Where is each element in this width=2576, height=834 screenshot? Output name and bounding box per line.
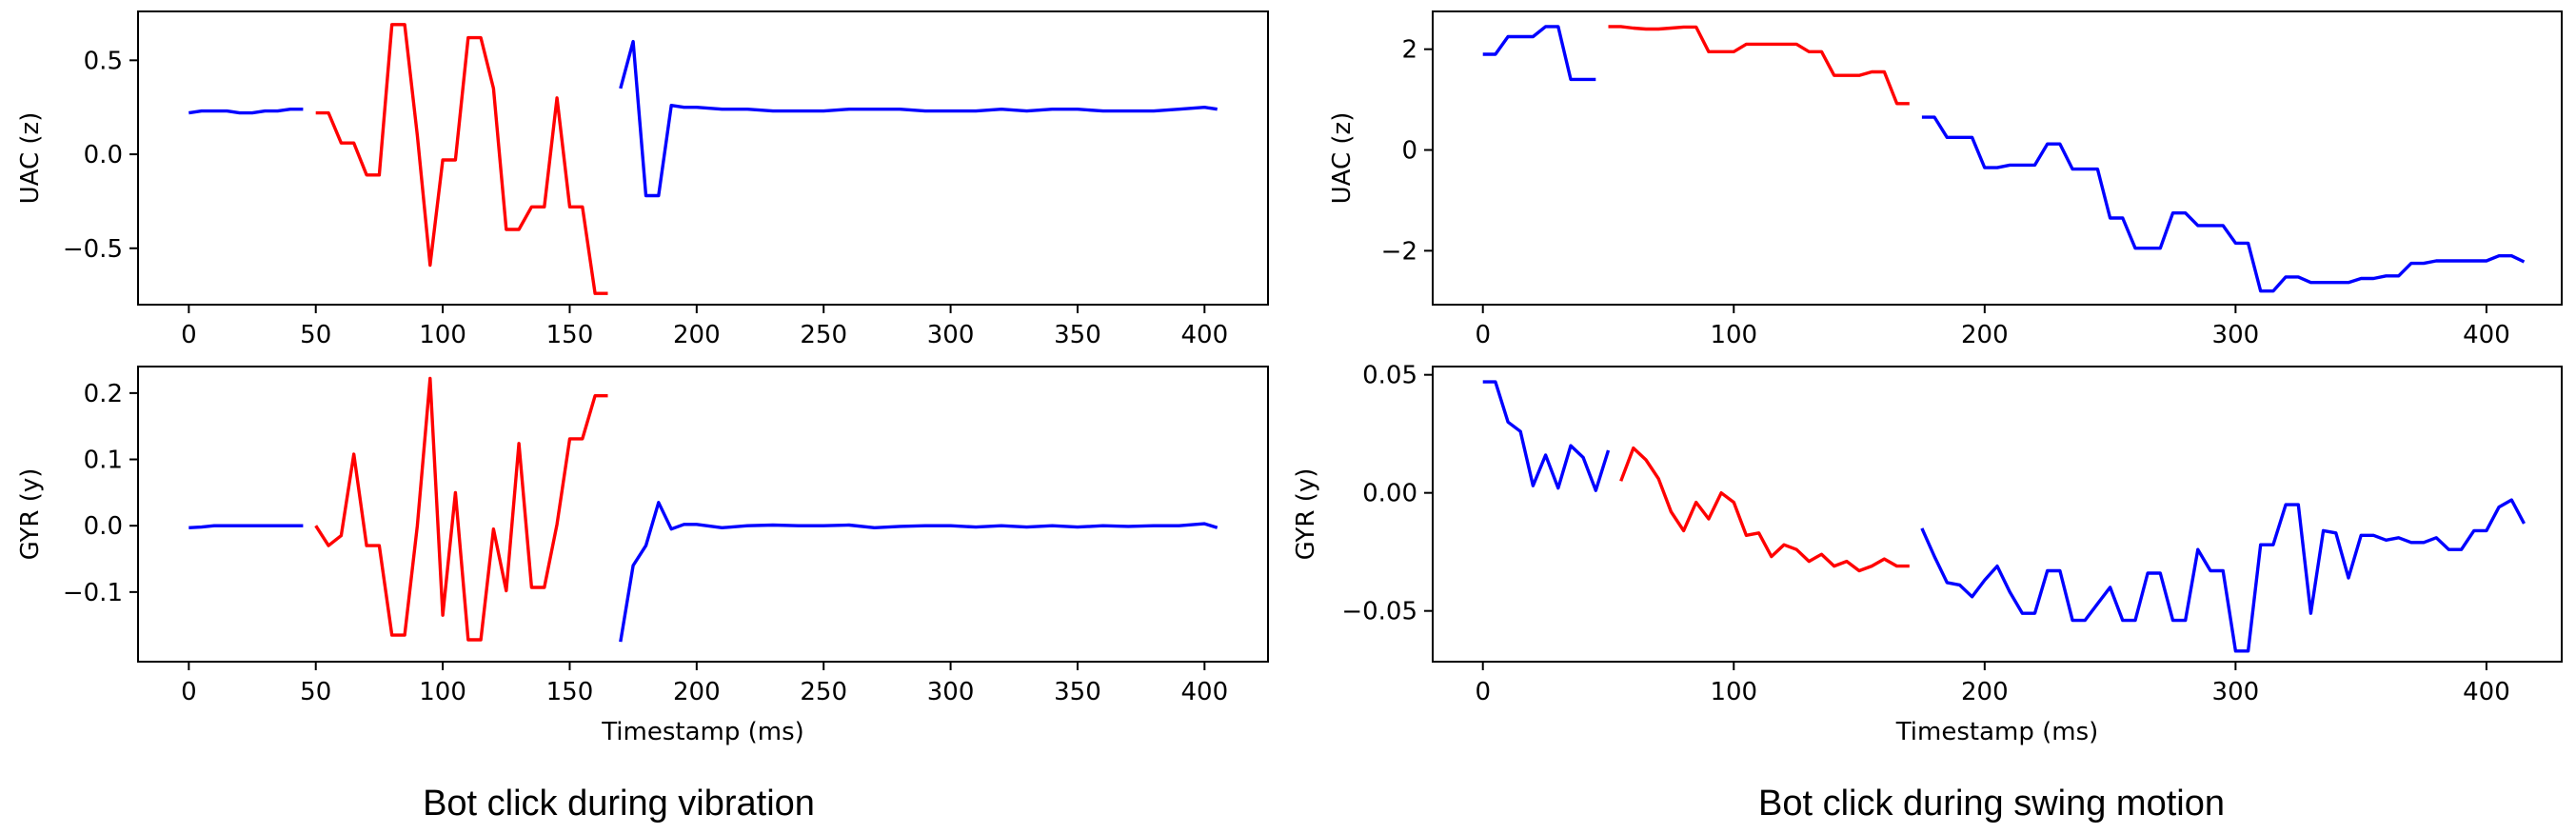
caption-swing: Bot click during swing motion bbox=[1758, 784, 2225, 824]
panel-vibration-gyr: 0 50 100 150 200 250 300 350 400 −0.1 0.0 0.1 0.2 GYR… bbox=[16, 366, 1269, 746]
y-tick-label: 0.0 bbox=[84, 512, 123, 541]
y-tick-label: −2 bbox=[1381, 237, 1417, 266]
y-axis-label: GYR (y) bbox=[1292, 468, 1320, 561]
x-tick-label: 350 bbox=[1054, 678, 1101, 706]
caption-vibration: Bot click during vibration bbox=[423, 784, 815, 824]
y-tick-label: 0.0 bbox=[84, 141, 123, 169]
series-line-normal-3 bbox=[619, 39, 1218, 198]
x-tick-label: 400 bbox=[1180, 678, 1228, 706]
series-line-normal-3 bbox=[619, 501, 1219, 643]
y-tick-label: −0.05 bbox=[1341, 598, 1417, 626]
panel-vibration-uac: 0 50 100 150 200 250 300 350 400 −0.5 0.0 0.5 UAC (z… bbox=[16, 10, 1269, 349]
panel-swing-uac: 0 100 200 300 400 −2 0 2 UAC (z) bbox=[1328, 10, 2563, 349]
x-tick-label: 0 bbox=[1475, 321, 1491, 349]
x-tick-label: 100 bbox=[1710, 678, 1757, 706]
axes-frame bbox=[137, 366, 1269, 663]
x-tick-label: 100 bbox=[419, 678, 466, 706]
x-tick-label: 50 bbox=[300, 321, 331, 349]
y-tick-label: 2 bbox=[1401, 36, 1417, 65]
x-tick-label: 0 bbox=[181, 678, 197, 706]
x-axis-label: Timestamp (ms) bbox=[601, 718, 804, 746]
y-tick-label: 0 bbox=[1401, 137, 1417, 166]
y-tick-label: 0.2 bbox=[84, 380, 123, 408]
y-tick-label: 0.5 bbox=[84, 47, 123, 75]
y-axis-label: GYR (y) bbox=[16, 468, 45, 561]
axes-frame bbox=[1432, 10, 2563, 306]
x-tick-label: 250 bbox=[800, 321, 847, 349]
x-tick-label: 200 bbox=[1961, 678, 2009, 706]
series-line-normal-3 bbox=[1920, 498, 2526, 653]
x-tick-label: 150 bbox=[546, 678, 594, 706]
x-tick-label: 400 bbox=[2463, 678, 2510, 706]
series-line-normal-1 bbox=[188, 524, 304, 529]
x-tick-label: 100 bbox=[1710, 321, 1757, 349]
y-tick-label: −0.1 bbox=[63, 579, 123, 607]
x-tick-label: 0 bbox=[181, 321, 197, 349]
y-tick-label: 0.05 bbox=[1362, 362, 1417, 390]
x-tick-label: 250 bbox=[800, 678, 847, 706]
x-tick-label: 100 bbox=[419, 321, 466, 349]
x-tick-label: 400 bbox=[1180, 321, 1228, 349]
y-tick-label: −0.5 bbox=[63, 235, 123, 264]
series-line-click-2 bbox=[314, 376, 608, 642]
x-tick-label: 50 bbox=[300, 678, 331, 706]
y-axis-label: UAC (z) bbox=[1328, 112, 1357, 205]
x-tick-label: 150 bbox=[546, 321, 594, 349]
x-tick-label: 200 bbox=[673, 678, 721, 706]
series-line-normal-1 bbox=[1482, 25, 1596, 82]
series-line-click-2 bbox=[1608, 25, 1910, 106]
axes-frame bbox=[137, 10, 1269, 306]
x-tick-label: 200 bbox=[1961, 321, 2009, 349]
x-tick-label: 300 bbox=[927, 678, 975, 706]
y-tick-label: 0.00 bbox=[1362, 480, 1417, 508]
y-tick-label: 0.1 bbox=[84, 447, 123, 475]
x-tick-label: 300 bbox=[2212, 321, 2260, 349]
series-line-normal-3 bbox=[1921, 115, 2526, 293]
x-tick-label: 0 bbox=[1475, 678, 1491, 706]
series-line-click-2 bbox=[1619, 446, 1910, 573]
axes-frame bbox=[1432, 366, 2563, 663]
x-tick-label: 400 bbox=[2463, 321, 2510, 349]
x-tick-label: 300 bbox=[927, 321, 975, 349]
x-tick-label: 300 bbox=[2212, 678, 2260, 706]
series-line-normal-1 bbox=[1482, 380, 1611, 492]
x-axis-label: Timestamp (ms) bbox=[1895, 718, 2099, 746]
series-line-normal-1 bbox=[188, 107, 304, 115]
x-tick-label: 350 bbox=[1054, 321, 1101, 349]
panel-swing-gyr: 0 100 200 300 400 −0.05 0.00 0.05 GYR (y) Timesta… bbox=[1292, 362, 2563, 746]
series-line-click-2 bbox=[315, 23, 608, 295]
x-tick-label: 200 bbox=[673, 321, 721, 349]
y-axis-label: UAC (z) bbox=[16, 112, 45, 205]
